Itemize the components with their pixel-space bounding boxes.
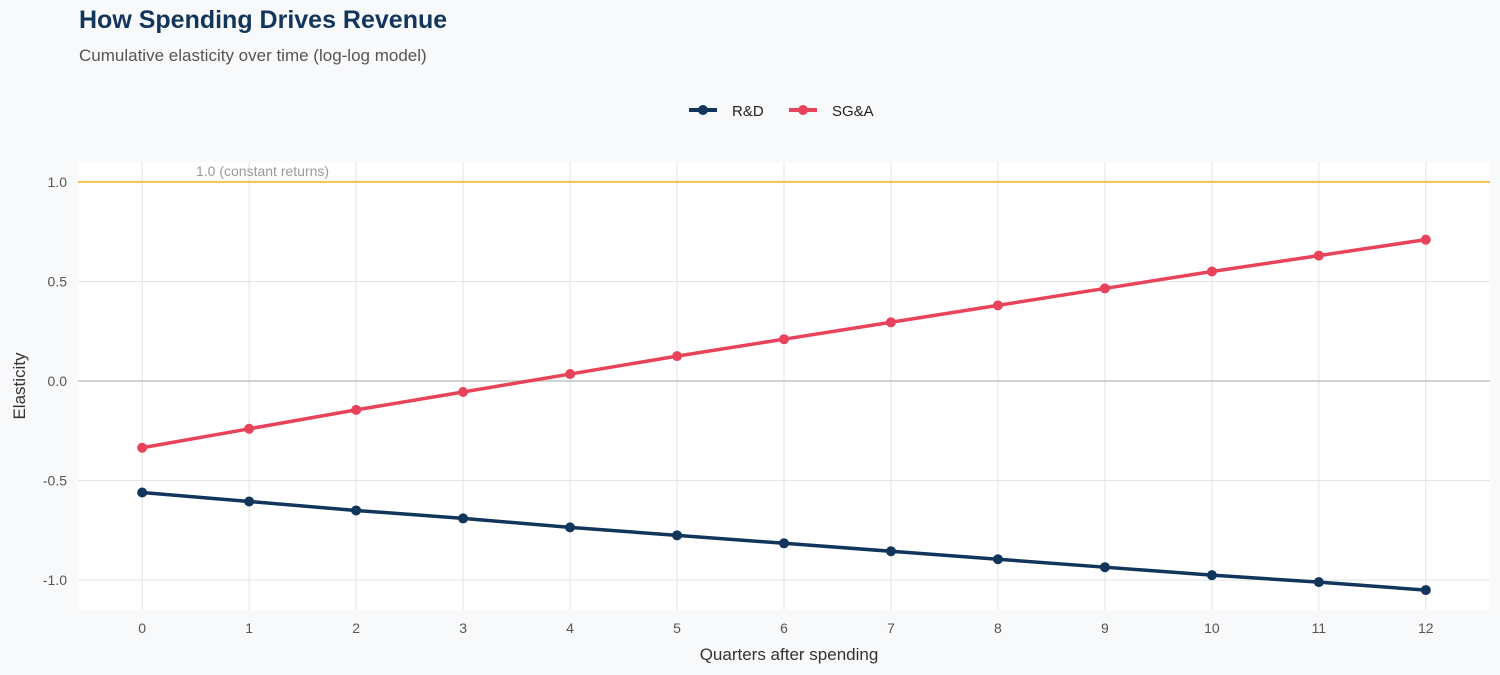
reference-line-label: 1.0 (constant returns): [196, 163, 329, 179]
chart-title: How Spending Drives Revenue: [79, 6, 448, 34]
data-point: [458, 513, 469, 524]
data-point: [351, 505, 362, 516]
data-point: [1420, 234, 1431, 245]
chart-subtitle: Cumulative elasticity over time (log-log…: [79, 46, 427, 65]
x-tick-label: 3: [459, 620, 467, 636]
data-point: [672, 351, 683, 362]
data-point: [779, 538, 789, 549]
x-tick-label: 9: [1101, 620, 1109, 636]
data-point: [351, 404, 362, 415]
x-tick-label: 5: [673, 620, 681, 636]
legend-label: R&D: [732, 103, 764, 120]
y-tick-label: 0.5: [48, 273, 68, 289]
data-point: [1313, 250, 1324, 261]
data-point: [244, 496, 255, 507]
x-tick-label: 0: [138, 620, 146, 636]
data-point: [1420, 585, 1431, 596]
data-point: [1099, 562, 1110, 573]
y-tick-label: 1.0: [48, 174, 68, 190]
x-axis-label: Quarters after spending: [700, 645, 879, 664]
data-point: [885, 546, 896, 557]
data-point: [885, 317, 896, 328]
y-tick-label: -0.5: [43, 473, 67, 489]
data-point: [672, 530, 683, 541]
data-point: [137, 487, 148, 498]
x-tick-label: 12: [1418, 620, 1434, 636]
data-point: [565, 369, 576, 380]
data-point: [137, 442, 148, 453]
data-point: [244, 423, 255, 434]
data-point: [1099, 283, 1110, 294]
x-tick-label: 10: [1204, 620, 1220, 636]
data-point: [779, 334, 789, 345]
data-point: [458, 386, 469, 397]
x-tick-label: 8: [994, 620, 1002, 636]
x-tick-label: 7: [887, 620, 895, 636]
x-tick-label: 4: [566, 620, 574, 636]
data-point: [1206, 570, 1217, 581]
data-point: [1313, 577, 1324, 588]
x-tick-label: 1: [245, 620, 253, 636]
legend-key-point: [798, 105, 808, 115]
legend-key-point: [698, 105, 708, 115]
legend-label: SG&A: [832, 103, 874, 120]
x-tick-label: 2: [352, 620, 360, 636]
x-tick-label: 11: [1312, 620, 1327, 636]
y-tick-label: 0.0: [48, 373, 68, 389]
data-point: [565, 522, 576, 533]
data-point: [992, 300, 1003, 311]
y-tick-label: -1.0: [43, 572, 67, 588]
y-axis-label: Elasticity: [10, 352, 29, 420]
x-tick-label: 6: [780, 620, 788, 636]
data-point: [992, 554, 1003, 565]
data-point: [1206, 266, 1217, 277]
